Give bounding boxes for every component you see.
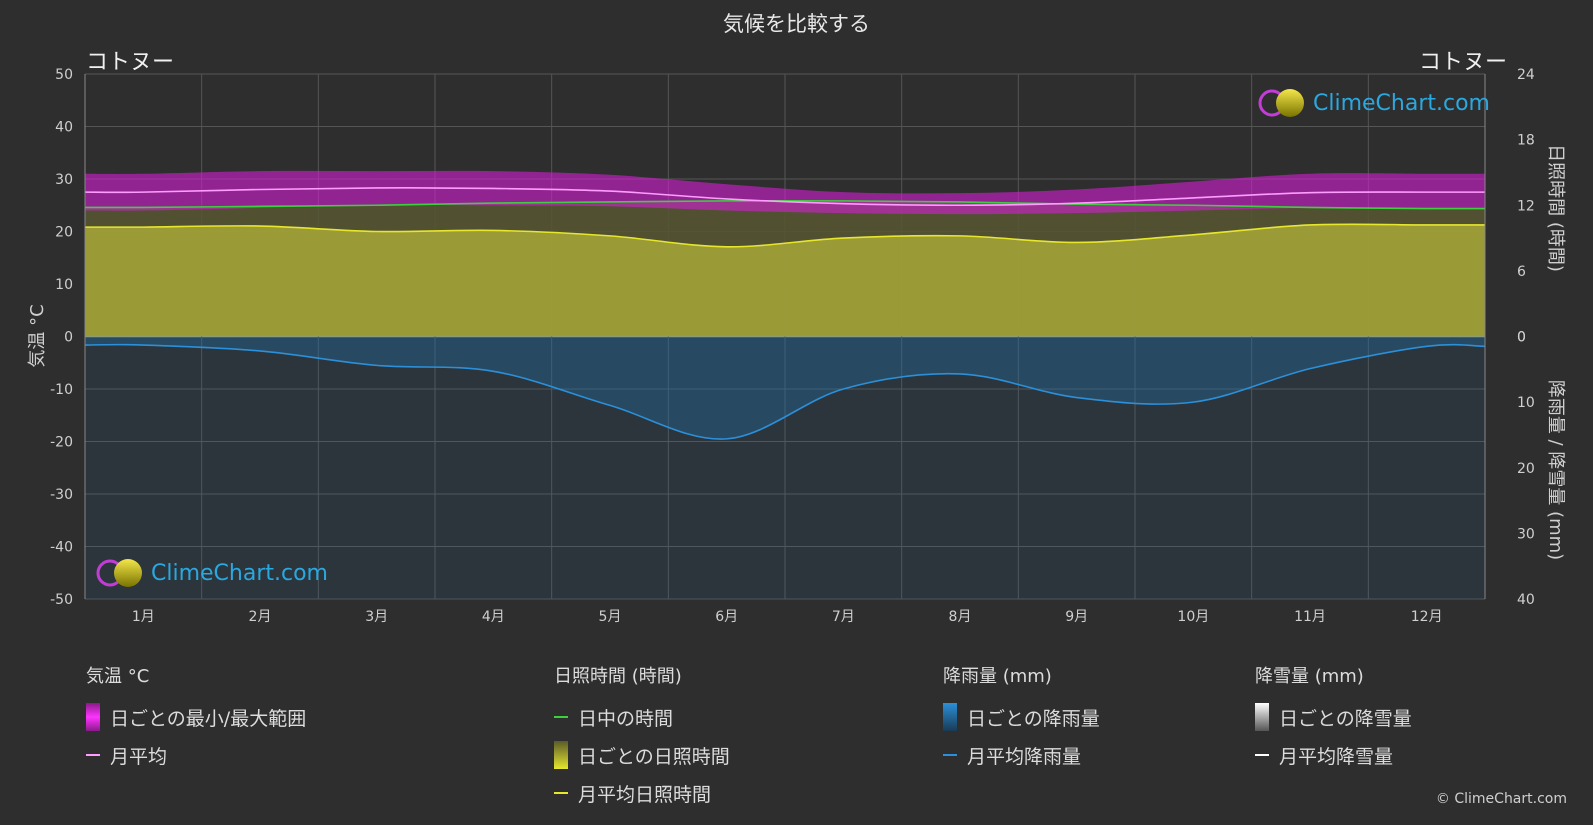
right-bottom-tick-label: 10 <box>1517 395 1535 411</box>
legend-sun-daily: 日ごとの日照時間 <box>554 736 730 774</box>
month-label: 4月 <box>482 609 505 625</box>
sunshine-avg-line <box>84 223 1485 248</box>
legend-swatch-sun-avg <box>554 792 568 794</box>
left-tick-label: -10 <box>50 382 73 398</box>
legend-rain-avg: 月平均降雨量 <box>943 736 1100 774</box>
temp-range-band <box>85 170 1485 215</box>
rain-daily-bars <box>85 336 1485 599</box>
month-label: 7月 <box>832 609 855 625</box>
legend-swatch-temp-avg <box>86 754 100 756</box>
month-label: 11月 <box>1294 609 1326 625</box>
legend-sun-head: 日照時間 (時間) <box>554 666 682 687</box>
left-tick-label: -30 <box>50 487 73 503</box>
month-label: 6月 <box>715 609 738 625</box>
right-top-tick-label: 12 <box>1517 198 1535 214</box>
month-label: 3月 <box>365 609 388 625</box>
legend-snow-daily: 日ごとの降雪量 <box>1255 698 1412 736</box>
month-label: 12月 <box>1411 609 1443 625</box>
legend-temp-range: 日ごとの最小/最大範囲 <box>86 698 306 736</box>
legend-snow: 降雪量 (mm) 日ごとの降雪量 月平均降雪量 <box>1255 662 1412 774</box>
daylight-line <box>84 199 1486 210</box>
temp-avg-line <box>84 187 1486 207</box>
legend-temp-head: 気温 °C <box>86 666 150 687</box>
logo-top: ClimeChart.com <box>1257 88 1490 118</box>
legend-rain-avg-label: 月平均降雨量 <box>967 745 1082 768</box>
right-bottom-tick-label: 20 <box>1517 461 1535 477</box>
legend-sun: 日照時間 (時間) 日中の時間 日ごとの日照時間 月平均日照時間 <box>554 662 730 812</box>
left-axis-title: 気温 °C <box>27 304 48 367</box>
legend-sun-daylight-label: 日中の時間 <box>578 707 674 730</box>
right-top-tick-label: 24 <box>1517 67 1535 83</box>
right-top-tick-label: 0 <box>1517 330 1526 346</box>
legend-swatch-rain-avg <box>943 754 957 756</box>
climate-chart: 50 40 30 20 10 0 -10 -20 -30 -40 -50 1月 2月 3月 4月 5月 6月 7月… <box>27 67 1566 625</box>
right-bottom-tick-label: 40 <box>1517 592 1535 608</box>
left-tick-label: 30 <box>55 172 73 188</box>
month-label: 2月 <box>249 609 272 625</box>
legend-snow-daily-label: 日ごとの降雪量 <box>1279 707 1412 730</box>
right-top-axis-title: 日照時間 (時間) <box>1545 144 1566 272</box>
legend-rain-daily-label: 日ごとの降雨量 <box>967 707 1100 730</box>
right-top-tick-label: 6 <box>1517 264 1526 280</box>
month-label: 8月 <box>949 609 972 625</box>
logo-text-top: ClimeChart.com <box>1313 90 1490 116</box>
right-bottom-tick-label: 0 <box>1517 330 1526 346</box>
climechart-logo-icon <box>1258 89 1304 117</box>
legend-snow-head: 降雪量 (mm) <box>1255 666 1364 687</box>
copyright: © ClimeChart.com <box>1435 791 1567 807</box>
location-right: コトヌー <box>1418 50 1507 75</box>
legend-swatch-sun-daily <box>554 741 568 769</box>
location-left: コトヌー <box>86 50 175 75</box>
legend: 気温 °C 日ごとの最小/最大範囲 月平均 日照時間 (時間) 日中の時間 日ご… <box>0 662 1593 812</box>
left-tick-label: -20 <box>50 435 73 451</box>
legend-swatch-temp-range <box>86 703 100 731</box>
left-tick-label: 0 <box>64 330 73 346</box>
right-bottom-axis-title: 降雨量 / 降雪量 (mm) <box>1545 380 1566 560</box>
climechart-logo-icon <box>96 559 142 587</box>
left-tick-label: -50 <box>50 592 73 608</box>
right-top-tick-label: 18 <box>1517 133 1535 149</box>
left-tick-label: -40 <box>50 540 73 556</box>
legend-sun-daily-label: 日ごとの日照時間 <box>578 745 730 768</box>
right-bottom-tick-label: 30 <box>1517 526 1535 542</box>
legend-swatch-snow-avg <box>1255 754 1269 756</box>
legend-snow-avg-label: 月平均降雪量 <box>1279 745 1394 768</box>
sunshine-daily-area <box>85 224 1485 337</box>
left-tick-label: 50 <box>55 67 73 83</box>
chart-title: 気候を比較する <box>723 12 870 36</box>
legend-swatch-rain-daily <box>943 703 957 731</box>
logo-bottom: ClimeChart.com <box>95 558 328 588</box>
legend-temp-avg: 月平均 <box>86 736 306 774</box>
legend-sun-avg-label: 月平均日照時間 <box>578 783 712 806</box>
month-label: 1月 <box>132 609 155 625</box>
legend-rain-head: 降雨量 (mm) <box>943 666 1052 687</box>
legend-swatch-daylight <box>554 716 568 718</box>
legend-sun-daylight: 日中の時間 <box>554 698 730 736</box>
month-label: 5月 <box>599 609 622 625</box>
left-tick-label: 40 <box>55 120 73 136</box>
month-label: 9月 <box>1065 609 1088 625</box>
legend-temp-avg-label: 月平均 <box>110 745 168 768</box>
legend-snow-avg: 月平均降雪量 <box>1255 736 1412 774</box>
month-label: 10月 <box>1177 609 1209 625</box>
legend-temp-range-label: 日ごとの最小/最大範囲 <box>110 707 307 730</box>
legend-sun-avg: 月平均日照時間 <box>554 774 730 812</box>
left-tick-label: 20 <box>55 225 73 241</box>
legend-swatch-snow-daily <box>1255 703 1269 731</box>
legend-rain-daily: 日ごとの降雨量 <box>943 698 1100 736</box>
logo-text-bottom: ClimeChart.com <box>151 560 328 586</box>
legend-temp: 気温 °C 日ごとの最小/最大範囲 月平均 <box>86 662 306 774</box>
rain-avg-line <box>84 343 1486 440</box>
rain-daily-area <box>85 336 1485 440</box>
left-tick-label: 10 <box>55 277 73 293</box>
legend-rain: 降雨量 (mm) 日ごとの降雨量 月平均降雨量 <box>943 662 1100 774</box>
